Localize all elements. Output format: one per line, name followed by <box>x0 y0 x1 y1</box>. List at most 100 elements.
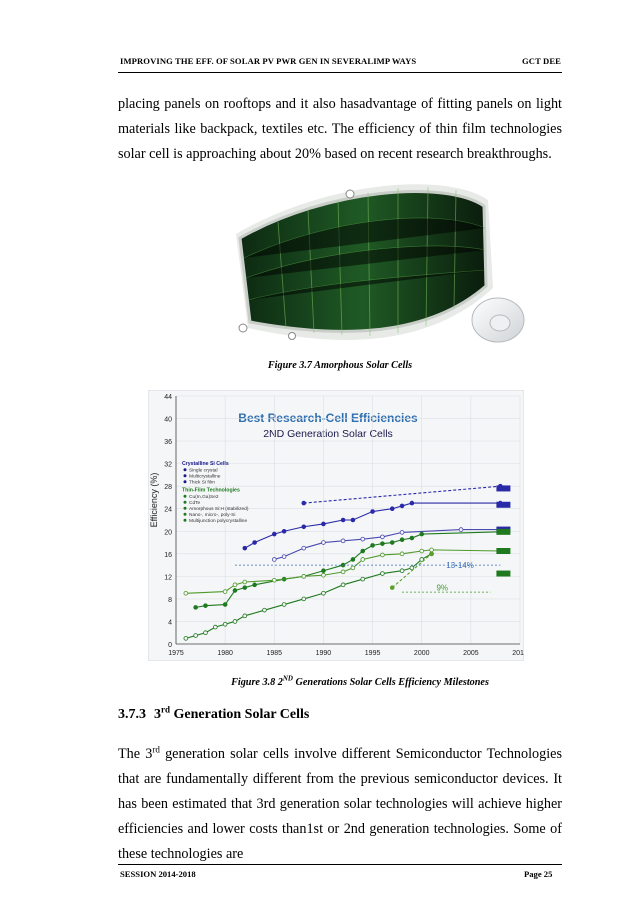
data-point <box>350 565 356 571</box>
data-point <box>252 582 257 588</box>
y-tick-label: 12 <box>164 574 172 581</box>
x-tick-label: 1995 <box>365 650 381 657</box>
data-point <box>350 517 356 523</box>
y-tick-label: 28 <box>164 484 172 491</box>
data-point <box>321 521 326 527</box>
data-point <box>399 551 405 557</box>
data-point <box>321 590 326 596</box>
annotation-9: 9% <box>436 583 448 592</box>
data-point <box>281 554 287 559</box>
data-point <box>271 578 277 583</box>
data-point <box>301 574 307 579</box>
data-point <box>222 621 228 627</box>
legend-marker <box>183 500 187 504</box>
section-title-pre: 3 <box>154 707 161 722</box>
data-point <box>203 603 208 608</box>
data-point <box>389 506 395 512</box>
x-tick-label: 2010 <box>512 650 524 657</box>
data-point <box>321 540 326 545</box>
data-point <box>262 607 267 613</box>
data-point <box>409 500 415 506</box>
data-point <box>222 602 228 607</box>
legend-marker <box>183 512 187 516</box>
data-point <box>399 568 405 574</box>
legend-item: Cu(In,Ga)Se2 <box>189 494 219 500</box>
y-tick-label: 44 <box>164 394 172 401</box>
section-number: 3.7.3 <box>118 707 146 722</box>
legend-item: Amorphous Si:H (stabilized) <box>189 506 249 512</box>
para2-post: generation solar cells involve different… <box>118 746 563 862</box>
series-line-7 <box>391 553 432 589</box>
data-point <box>380 534 385 540</box>
data-point <box>281 602 287 607</box>
x-tick-label: 1985 <box>266 650 282 657</box>
footer-page-number: Page 25 <box>524 869 553 879</box>
header-rule <box>118 72 562 73</box>
data-point <box>242 585 248 590</box>
legend-item: Thick Si film <box>189 480 215 486</box>
data-point <box>419 557 425 562</box>
legend-marker <box>183 494 187 498</box>
y-axis-label: Efficiency (%) <box>149 473 159 528</box>
y-tick-label: 40 <box>164 417 172 424</box>
chart-subtitle: 2ND Generation Solar Cells <box>263 428 393 440</box>
data-point <box>370 543 375 548</box>
data-point <box>458 527 464 532</box>
x-tick-label: 2000 <box>414 650 430 657</box>
x-tick-label: 1975 <box>168 650 184 657</box>
data-point <box>389 585 395 590</box>
data-point <box>340 538 346 544</box>
data-point <box>321 572 326 578</box>
data-point <box>380 571 385 576</box>
data-point <box>389 540 395 545</box>
x-tick-label: 2005 <box>463 650 479 657</box>
legend-item: Nano-, micro-, poly-Si <box>189 512 235 518</box>
data-point <box>271 557 277 562</box>
data-point <box>213 624 218 630</box>
data-point <box>340 569 346 575</box>
y-tick-label: 16 <box>164 552 172 559</box>
legend-item: Multicrystalline <box>189 474 221 480</box>
data-point <box>193 605 198 610</box>
amorphous-solar-cell-image <box>236 184 525 343</box>
y-tick-label: 32 <box>164 462 172 469</box>
series-line-1 <box>303 485 501 504</box>
data-point <box>340 582 346 588</box>
legend-marker <box>183 480 187 484</box>
data-point <box>419 531 425 537</box>
legend-item: Multijunction polycrystalline <box>189 518 247 524</box>
running-header-title: IMPROVING THE EFF. OF SOLAR PV PWR GEN I… <box>120 56 417 66</box>
paragraph-thin-film: placing panels on rooftops and it also h… <box>118 96 562 162</box>
data-point <box>360 536 366 542</box>
legend-item: CdTe <box>189 500 201 506</box>
legend-marker <box>183 518 187 522</box>
footer-session: SESSION 2014-2018 <box>120 869 196 879</box>
x-tick-label: 1990 <box>316 650 332 657</box>
y-tick-label: 4 <box>168 619 172 626</box>
y-tick-label: 8 <box>168 597 172 604</box>
data-point <box>380 541 385 546</box>
efficiency-chart: Best Research-Cell Efficiencies 2ND Gene… <box>148 390 524 661</box>
caption-3-8-pre: Figure 3.8 2 <box>231 677 283 688</box>
value-tag <box>496 528 511 535</box>
data-point <box>242 545 248 551</box>
y-tick-label: 20 <box>164 529 172 536</box>
data-point <box>301 524 307 530</box>
value-tag <box>496 548 511 554</box>
data-point <box>360 548 366 554</box>
section-title-sup: rd <box>161 704 170 715</box>
series-line-3 <box>274 529 501 560</box>
data-point <box>340 517 346 523</box>
value-tag <box>496 485 511 492</box>
data-point <box>399 503 405 509</box>
section-title-post: Generation Solar Cells <box>170 707 310 722</box>
legend-heading: Thin-Film Technologies <box>182 488 240 494</box>
legend-marker <box>183 468 187 472</box>
data-point <box>252 540 257 545</box>
running-header-dept: GCT DEE <box>522 56 561 66</box>
data-point <box>183 590 189 596</box>
data-point <box>242 613 248 619</box>
data-point <box>380 552 385 558</box>
data-point <box>301 596 307 602</box>
legend-marker <box>183 474 187 478</box>
